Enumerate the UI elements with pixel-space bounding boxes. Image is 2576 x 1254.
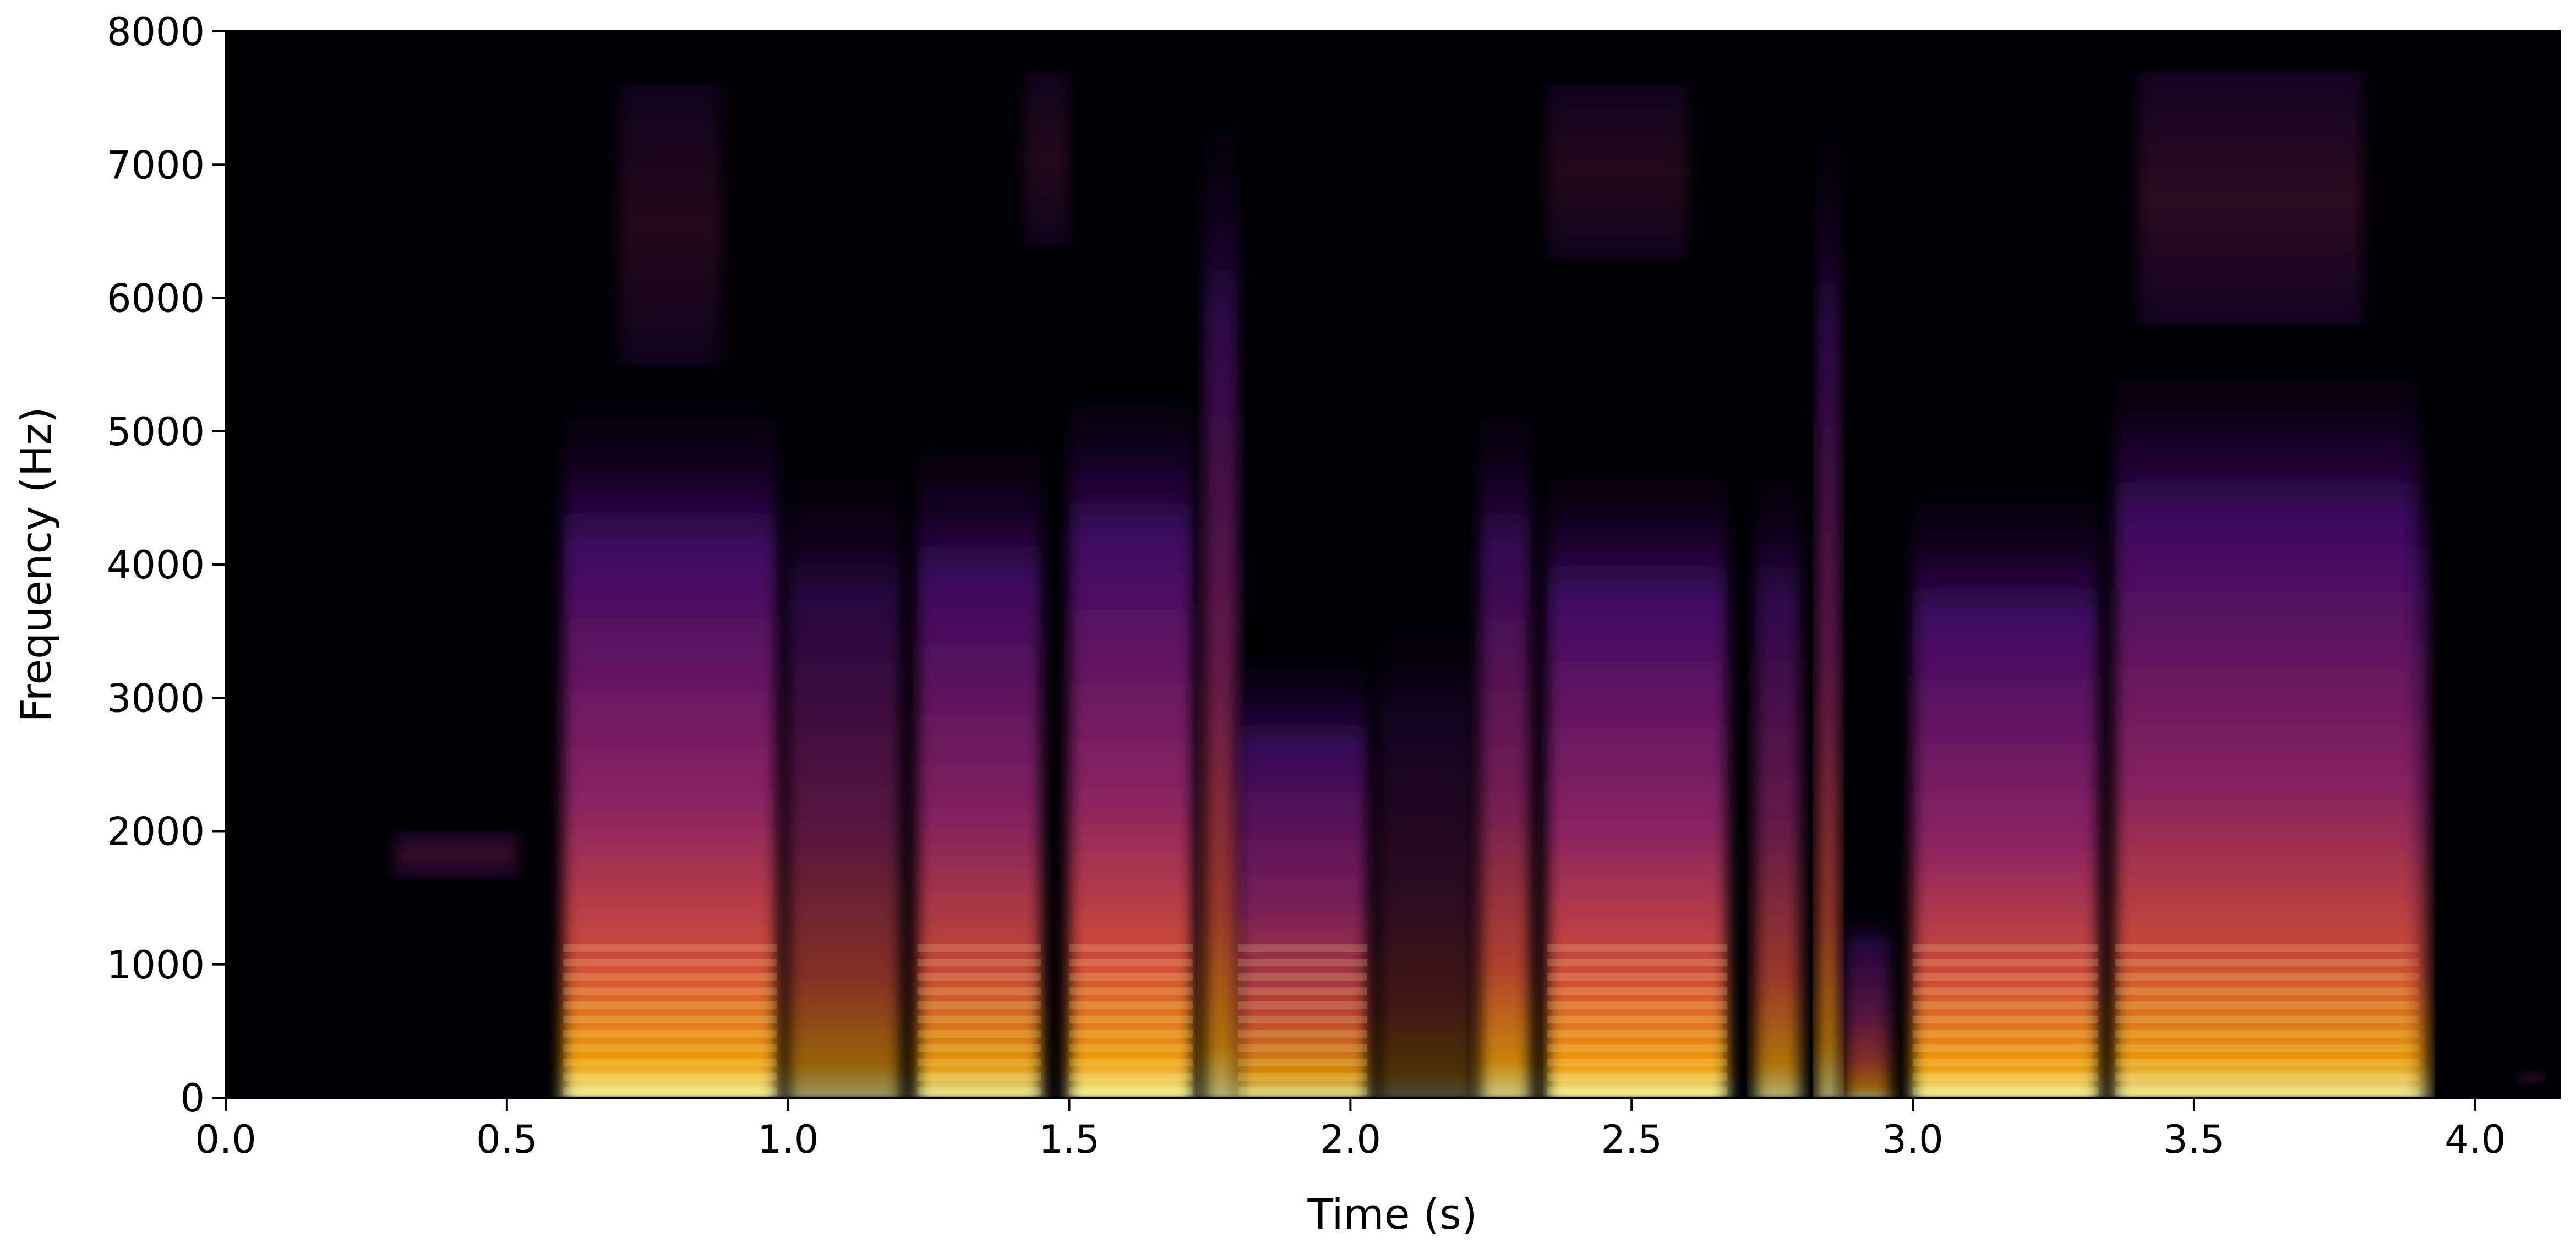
- harmonics-band-9: [1547, 938, 1727, 1098]
- energy-segment-10: [1755, 431, 1800, 1098]
- energy-segment-15: [2408, 404, 2431, 1098]
- y-axis: 0 1000 2000 3000 4000 5000 6000 7000 8000: [107, 9, 226, 1121]
- x-tick-label: 0.5: [476, 1117, 537, 1162]
- x-tick-label: 0.0: [195, 1117, 256, 1162]
- y-tick-label: 1000: [107, 943, 205, 988]
- energy-segment-8: [1480, 364, 1531, 1098]
- y-tick-label: 0: [180, 1076, 205, 1121]
- y-tick-label: 6000: [107, 276, 205, 321]
- harmonics-band-6: [1238, 938, 1368, 1098]
- y-axis-label: Frequency (Hz): [12, 407, 61, 722]
- x-tick-label: 2.5: [1601, 1117, 1662, 1162]
- x-tick-label: 4.0: [2444, 1117, 2506, 1162]
- x-tick-label: 1.0: [757, 1117, 818, 1162]
- harmonics-band-14: [2115, 938, 2419, 1098]
- x-tick-label: 2.0: [1320, 1117, 1381, 1162]
- energy-segment-2: [788, 431, 901, 1098]
- energy-segment-12: [1845, 897, 1891, 1098]
- y-tick-label: 5000: [107, 409, 205, 454]
- y-tick-label: 8000: [107, 9, 205, 54]
- energy-segment-5: [1204, 58, 1238, 1098]
- energy-segment-19: [619, 84, 721, 365]
- energy-segment-18: [1024, 71, 1069, 245]
- x-axis: 0.0 0.5 1.0 1.5 2.0 2.5 3.0 3.5 4.0: [195, 1098, 2506, 1162]
- y-tick-label: 4000: [107, 543, 205, 588]
- harmonics-band-13: [1913, 938, 2099, 1098]
- spectrogram-energy-layer: [394, 58, 2543, 1098]
- x-tick-label: 3.5: [2163, 1117, 2224, 1162]
- energy-segment-11: [1817, 71, 1840, 1098]
- x-axis-label: Time (s): [1307, 1190, 1477, 1239]
- energy-segment-20: [2520, 1071, 2543, 1085]
- energy-segment-0: [394, 831, 519, 878]
- x-tick-label: 3.0: [1882, 1117, 1943, 1162]
- energy-segment-7: [1378, 591, 1475, 1098]
- harmonics-band-1: [563, 938, 777, 1098]
- energy-segment-17: [1547, 84, 1688, 258]
- y-tick-label: 2000: [107, 809, 205, 855]
- y-tick-label: 7000: [107, 143, 205, 188]
- harmonics-band-3: [917, 938, 1041, 1098]
- energy-segment-16: [2137, 71, 2363, 325]
- y-tick-label: 3000: [107, 676, 205, 721]
- harmonics-band-4: [1069, 938, 1193, 1098]
- x-tick-label: 1.5: [1039, 1117, 1100, 1162]
